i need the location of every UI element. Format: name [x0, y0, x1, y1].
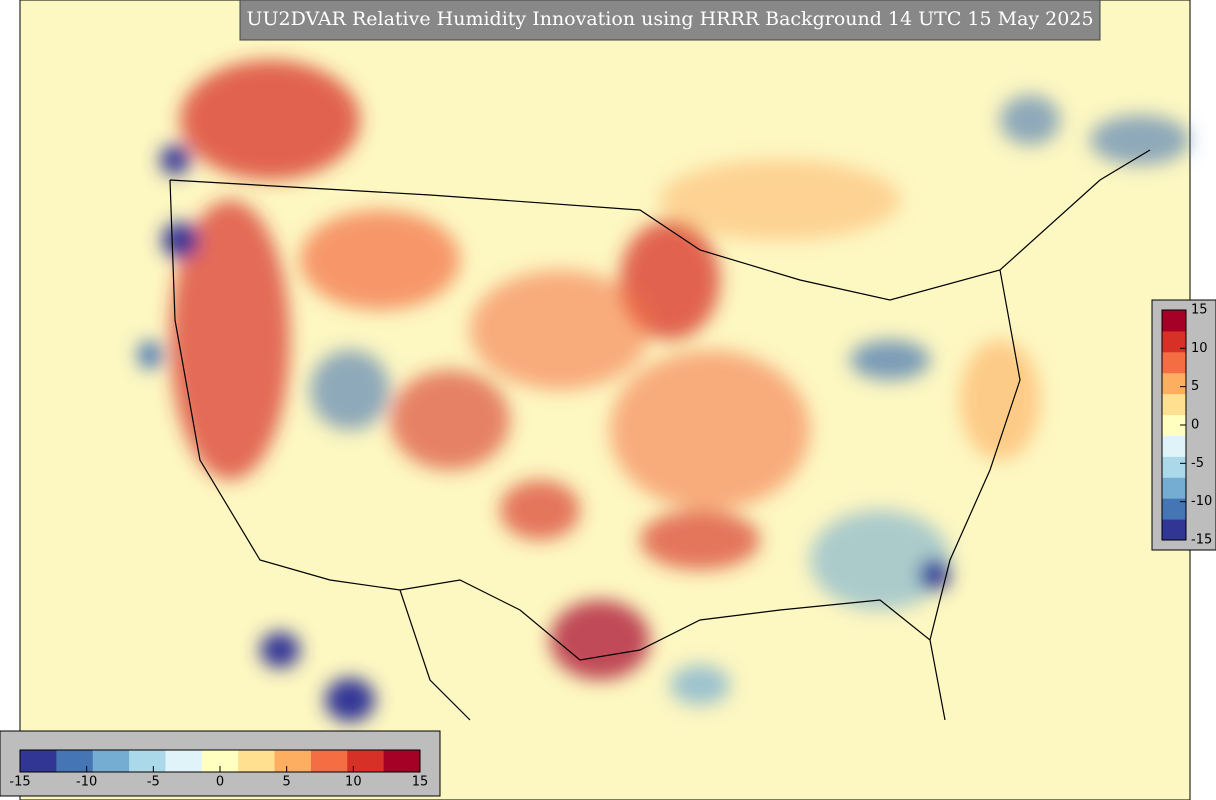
colorbar-segment — [383, 750, 421, 772]
colorbar-segment — [238, 750, 276, 772]
colorbar-segment — [1162, 498, 1186, 520]
colorbar-tick-label: -5 — [1191, 456, 1204, 471]
colorbar-tick-label: 5 — [1191, 379, 1199, 394]
colorbar-segment — [1162, 519, 1186, 541]
title: UU2DVAR Relative Humidity Innovation usi… — [246, 8, 1093, 30]
colorbar-segment — [1162, 456, 1186, 478]
title-box — [239, 0, 1101, 41]
colorbar-segment — [1162, 435, 1186, 457]
colorbar-segment — [274, 750, 312, 772]
colorbar-segment — [20, 750, 57, 772]
colorbar-tick-label: -10 — [1191, 494, 1212, 509]
colorbar-segment — [1162, 393, 1186, 416]
colorbar-tick-label: -10 — [76, 775, 97, 790]
boundaries — [169, 149, 1151, 721]
colorbar-segment — [1162, 477, 1186, 499]
colorbar-segment — [1162, 414, 1186, 436]
colorbar-segment — [1162, 330, 1186, 353]
colorbar-segment — [1162, 351, 1186, 374]
colorbar-tick-label: 15 — [1191, 303, 1208, 318]
colorbar-tick-label: 0 — [1191, 418, 1199, 433]
colorbar-segment — [310, 750, 348, 772]
colorbar-segment — [56, 750, 94, 772]
colorbar-segment — [201, 750, 239, 772]
colorbar-tick-label: -5 — [147, 775, 160, 790]
colorbar-segment — [129, 750, 166, 772]
colorbar-segment — [165, 750, 203, 772]
colorbar-tick-label: 10 — [345, 775, 362, 790]
colorbar-segment — [1162, 372, 1186, 395]
humidity-field — [138, 60, 1190, 722]
colorbar-tick-label: -15 — [1191, 533, 1212, 548]
colorbar-tick-label: 15 — [412, 775, 429, 790]
colorbar-tick-label: 0 — [216, 775, 224, 790]
colorbar-tick-label: -15 — [9, 775, 30, 790]
colorbar-segment — [92, 750, 130, 772]
colorbar-segment — [347, 750, 385, 772]
colorbar-segment — [1162, 310, 1186, 332]
colorbar-tick-label: 10 — [1191, 341, 1208, 356]
colorbar-tick-label: 5 — [283, 775, 291, 790]
